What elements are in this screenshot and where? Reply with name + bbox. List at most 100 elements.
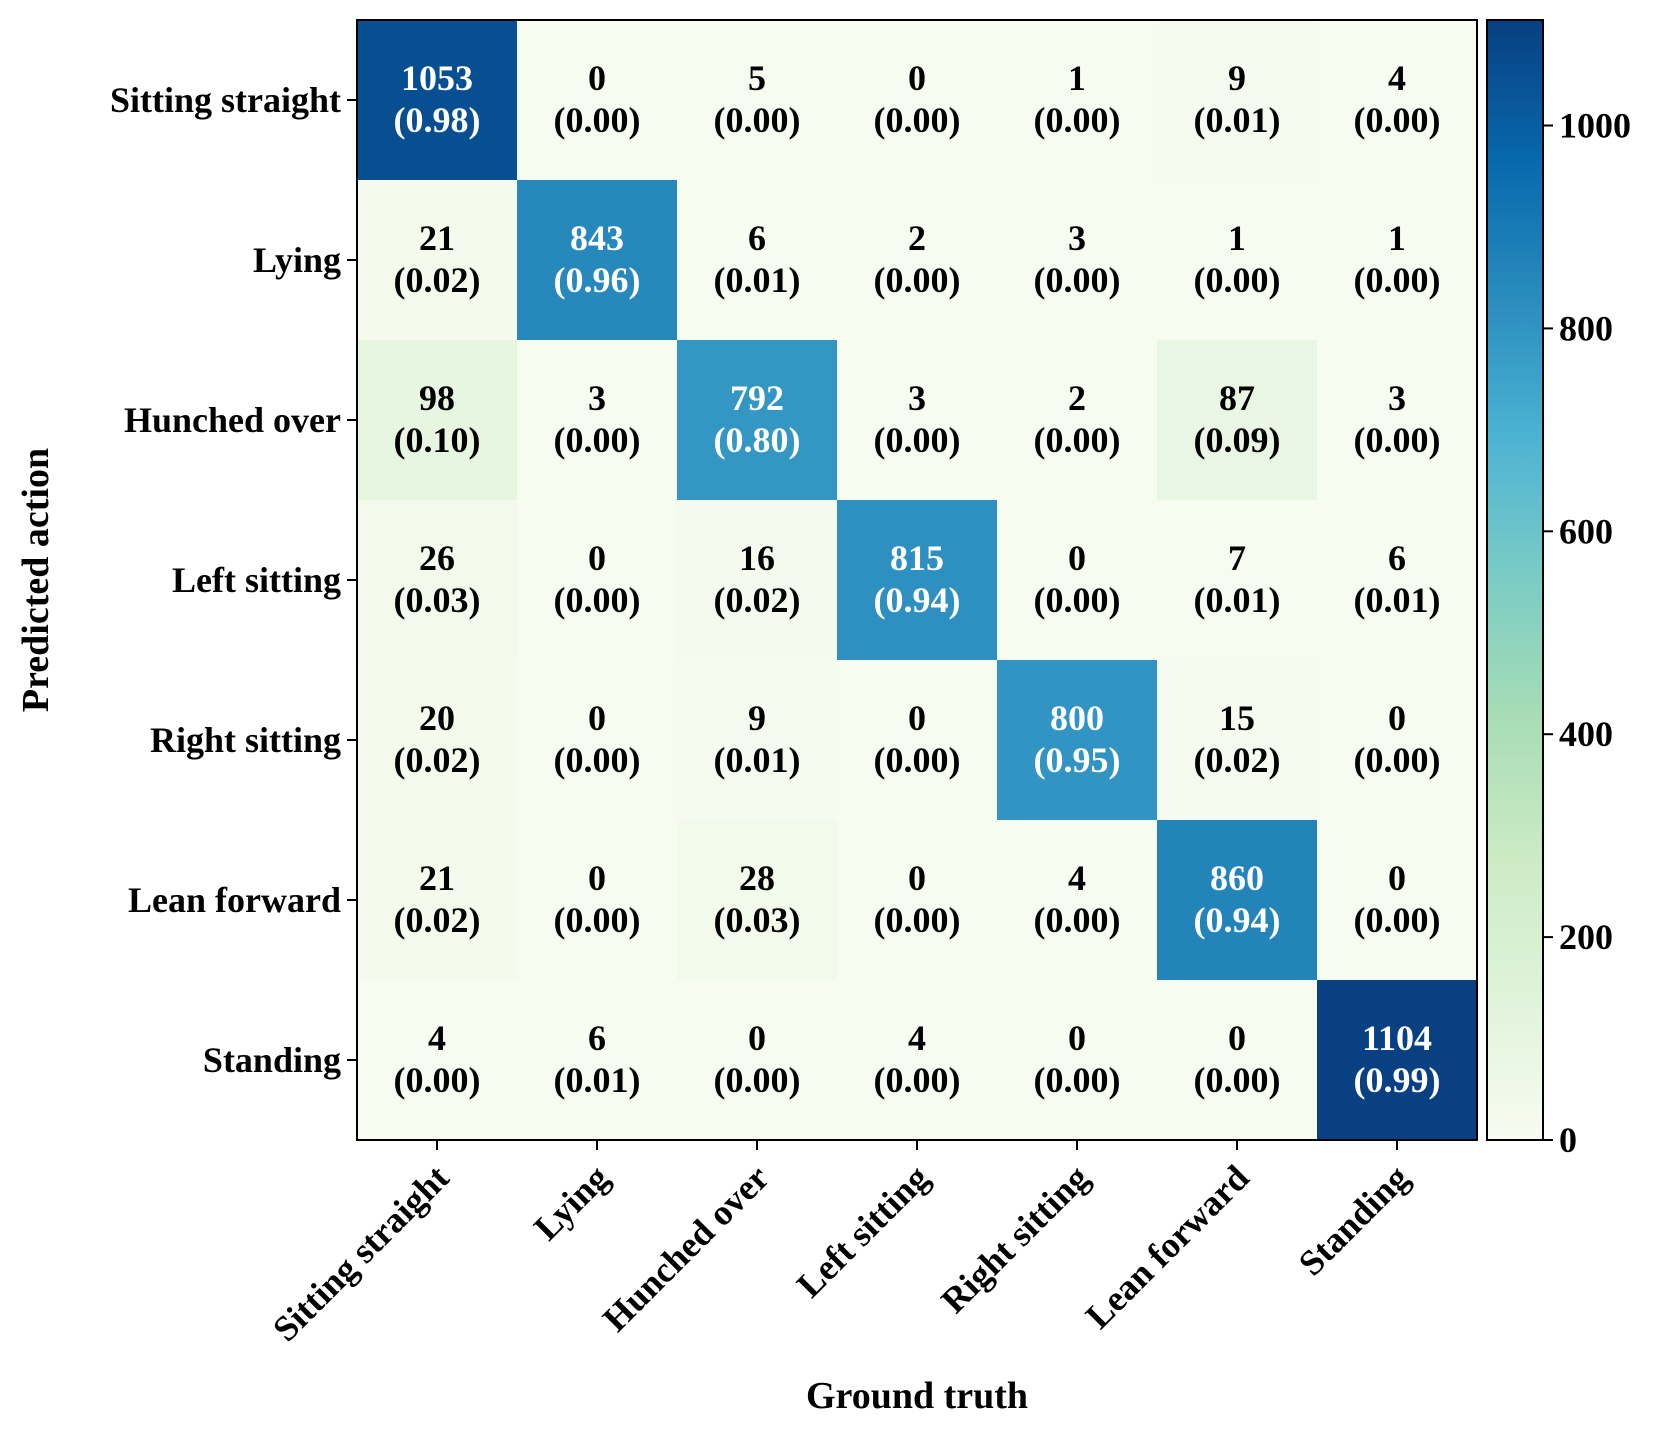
cell-ratio-label: (0.01) — [714, 260, 801, 300]
cell-ratio-label: (0.00) — [554, 900, 641, 940]
cell-count-label: 1 — [1388, 218, 1406, 258]
heatmap-cell — [837, 820, 998, 981]
heatmap-cell — [1157, 660, 1318, 821]
cell-count-label: 16 — [739, 538, 775, 578]
y-tick-label: Hunched over — [124, 400, 341, 440]
cell-count-label: 0 — [1388, 698, 1406, 738]
cell-count-label: 3 — [1388, 378, 1406, 418]
heatmap-cell — [1157, 820, 1318, 981]
heatmap-cell — [837, 340, 998, 501]
heatmap-cell — [837, 980, 998, 1141]
cell-ratio-label: (0.00) — [1194, 260, 1281, 300]
cell-ratio-label: (0.02) — [1194, 740, 1281, 780]
cell-ratio-label: (0.96) — [554, 260, 641, 300]
heatmap-cell — [1317, 20, 1478, 181]
y-tick-label: Left sitting — [172, 560, 341, 600]
heatmap-cell — [517, 820, 678, 981]
colorbar-tick-label: 0 — [1559, 1120, 1577, 1160]
heatmap-cell — [357, 20, 518, 181]
cell-ratio-label: (0.80) — [714, 420, 801, 460]
cell-count-label: 6 — [588, 1018, 606, 1058]
cell-count-label: 0 — [908, 858, 926, 898]
heatmap-cell — [997, 820, 1158, 981]
heatmap-cell — [1317, 500, 1478, 661]
y-axis: Sitting straight Lying Hunched over Left si… — [110, 80, 357, 1080]
heatmap-cell — [1317, 660, 1478, 821]
heatmap-cell — [1317, 820, 1478, 981]
cell-ratio-label: (0.00) — [1354, 260, 1441, 300]
cell-count-label: 800 — [1050, 698, 1104, 738]
cell-ratio-label: (0.02) — [394, 900, 481, 940]
heatmap-cell — [837, 500, 998, 661]
cell-ratio-label: (0.00) — [874, 740, 961, 780]
cell-count-label: 0 — [588, 538, 606, 578]
colorbar-tick-label: 600 — [1559, 511, 1613, 551]
cell-ratio-label: (0.00) — [1034, 580, 1121, 620]
cell-count-label: 87 — [1219, 378, 1255, 418]
heatmap-cell — [837, 660, 998, 821]
cell-ratio-label: (0.02) — [714, 580, 801, 620]
heatmap-cell — [677, 820, 838, 981]
cell-count-label: 21 — [419, 218, 455, 258]
heatmap-cell — [357, 340, 518, 501]
heatmap-cell — [677, 500, 838, 661]
cell-count-label: 0 — [1068, 1018, 1086, 1058]
cell-count-label: 1 — [1228, 218, 1246, 258]
cell-ratio-label: (0.01) — [1194, 580, 1281, 620]
cell-count-label: 4 — [1068, 858, 1086, 898]
colorbar-tick-label: 200 — [1559, 917, 1613, 957]
cell-count-label: 0 — [1388, 858, 1406, 898]
cell-count-label: 6 — [748, 218, 766, 258]
cell-count-label: 3 — [588, 378, 606, 418]
x-axis-label: Ground truth — [806, 1375, 1028, 1417]
heatmap-cell — [677, 180, 838, 341]
heatmap-cell — [517, 500, 678, 661]
x-tick-label: Standing — [1291, 1157, 1417, 1283]
cell-count-label: 792 — [730, 378, 784, 418]
cell-ratio-label: (0.00) — [1354, 740, 1441, 780]
heatmap-cell — [1317, 340, 1478, 501]
heatmap-cell — [1157, 340, 1318, 501]
heatmap-cell — [1317, 980, 1478, 1141]
cell-count-label: 9 — [1228, 58, 1246, 98]
x-tick-label: Right sitting — [933, 1157, 1096, 1320]
y-tick-label: Sitting straight — [110, 80, 341, 120]
cell-count-label: 4 — [908, 1018, 926, 1058]
cell-ratio-label: (0.00) — [1034, 420, 1121, 460]
cell-count-label: 3 — [908, 378, 926, 418]
cell-ratio-label: (0.00) — [1354, 900, 1441, 940]
cell-count-label: 860 — [1210, 858, 1264, 898]
cell-ratio-label: (0.09) — [1194, 420, 1281, 460]
cell-count-label: 98 — [419, 378, 455, 418]
cell-count-label: 1104 — [1362, 1018, 1432, 1058]
y-tick-label: Lean forward — [128, 880, 341, 920]
heatmap-cell — [1317, 180, 1478, 341]
cell-ratio-label: (0.00) — [554, 740, 641, 780]
cell-count-label: 1 — [1068, 58, 1086, 98]
x-tick-label: Left sitting — [789, 1157, 937, 1305]
heatmap-cell-labels: 1053(0.98)0(0.00)5(0.00)0(0.00)1(0.00)9(… — [394, 58, 1441, 1100]
cell-ratio-label: (0.00) — [714, 100, 801, 140]
heatmap-cell — [357, 820, 518, 981]
heatmap-cell — [517, 660, 678, 821]
cell-ratio-label: (0.94) — [1194, 900, 1281, 940]
heatmap-cell — [997, 660, 1158, 821]
cell-ratio-label: (0.03) — [394, 580, 481, 620]
colorbar-tick-label: 800 — [1559, 308, 1613, 348]
cell-count-label: 0 — [588, 58, 606, 98]
cell-ratio-label: (0.00) — [1034, 100, 1121, 140]
cell-ratio-label: (0.10) — [394, 420, 481, 460]
heatmap-cell — [997, 340, 1158, 501]
cell-count-label: 0 — [1228, 1018, 1246, 1058]
heatmap-cell — [997, 980, 1158, 1141]
heatmap-cell — [357, 980, 518, 1141]
cell-count-label: 815 — [890, 538, 944, 578]
cell-count-label: 0 — [588, 698, 606, 738]
cell-count-label: 7 — [1228, 538, 1246, 578]
cell-ratio-label: (0.95) — [1034, 740, 1121, 780]
cell-count-label: 4 — [1388, 58, 1406, 98]
cell-ratio-label: (0.00) — [714, 1060, 801, 1100]
cell-count-label: 26 — [419, 538, 455, 578]
colorbar-tick-label: 400 — [1559, 714, 1613, 754]
x-tick-label: Hunched over — [595, 1157, 777, 1339]
